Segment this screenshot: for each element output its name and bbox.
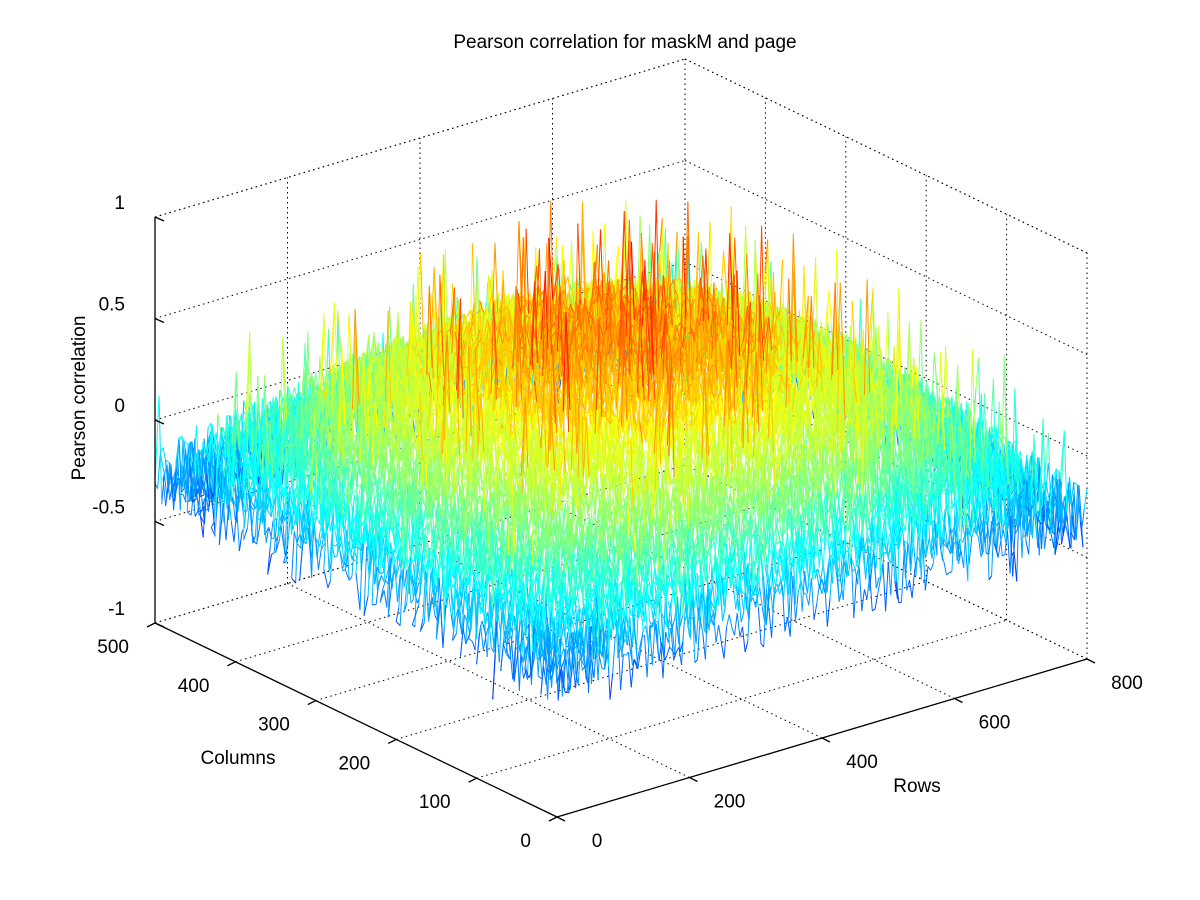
z-axis-label: Pearson correlation xyxy=(69,316,90,481)
x-tick-label: 200 xyxy=(714,792,746,813)
z-tick-label: -1 xyxy=(108,599,125,620)
x-tick xyxy=(1086,658,1096,664)
y-tick xyxy=(548,816,558,822)
box-edge xyxy=(684,58,1088,254)
chart-title: Pearson correlation for maskM and page xyxy=(453,32,796,53)
z-tick-label: 0 xyxy=(114,396,125,417)
y-tick xyxy=(307,700,317,706)
z-tick xyxy=(154,622,165,628)
x-tick xyxy=(821,737,831,743)
surface-strand xyxy=(493,210,765,433)
z-tick xyxy=(154,520,165,527)
y-tick-label: 100 xyxy=(419,792,451,813)
y-axis-line xyxy=(154,622,558,818)
surface-strand xyxy=(548,237,635,320)
x-tick xyxy=(954,697,963,704)
axes xyxy=(146,216,1096,822)
grid-line xyxy=(396,580,927,740)
y-tick-label: 400 xyxy=(178,676,210,697)
x-tick-label: 600 xyxy=(979,713,1011,734)
surface-mesh xyxy=(154,199,1088,701)
z-tick xyxy=(154,419,165,425)
z-tick-label: -0.5 xyxy=(92,498,125,519)
y-tick-label: 300 xyxy=(258,715,290,736)
x-axis-label: Rows xyxy=(893,776,941,797)
y-axis-label: Columns xyxy=(201,748,276,769)
y-tick xyxy=(468,777,477,783)
x-tick xyxy=(556,816,566,822)
surface-strand xyxy=(540,236,741,412)
y-tick-label: 0 xyxy=(520,831,531,852)
x-tick xyxy=(689,776,698,783)
tick-labels: 0 200 400 600 800 0 100 200 300 400 500 -1 -0.5 0 0.5 1 xyxy=(92,193,1143,852)
z-tick-label: 0.5 xyxy=(99,295,125,316)
y-tick-label: 500 xyxy=(97,637,129,658)
y-tick xyxy=(227,661,236,667)
x-tick-label: 0 xyxy=(592,831,603,852)
z-tick xyxy=(154,216,165,222)
x-tick-label: 800 xyxy=(1111,673,1143,694)
grid-line xyxy=(476,619,1007,779)
z-tick xyxy=(154,317,165,324)
grid-line xyxy=(154,160,686,319)
box-edge xyxy=(154,58,686,218)
z-tick-label: 1 xyxy=(114,193,125,214)
grid-line xyxy=(684,58,1088,254)
x-tick-label: 400 xyxy=(846,752,878,773)
y-tick xyxy=(146,622,156,628)
y-tick xyxy=(387,738,397,744)
y-tick-label: 200 xyxy=(338,753,370,774)
